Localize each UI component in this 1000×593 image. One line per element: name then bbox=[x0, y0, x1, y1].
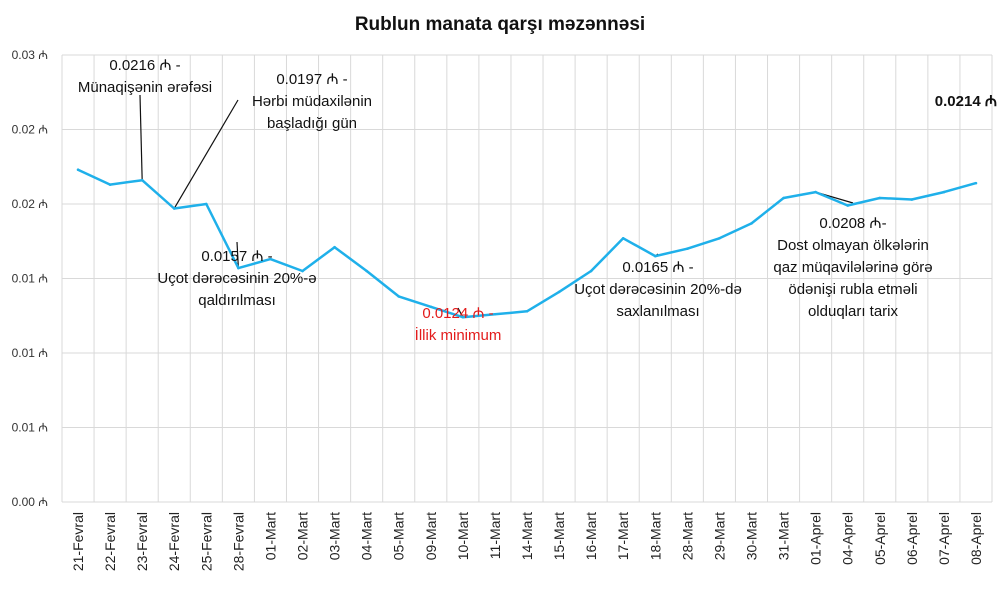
x-tick-label: 01-Aprel bbox=[808, 512, 824, 565]
data-point bbox=[76, 168, 80, 172]
data-point bbox=[878, 196, 882, 200]
x-tick-label: 25-Fevral bbox=[198, 512, 214, 571]
data-point bbox=[589, 269, 593, 273]
annotation-text: 0.0208 ₼- bbox=[819, 215, 886, 232]
data-point bbox=[461, 315, 465, 319]
x-tick-label: 04-Mart bbox=[359, 512, 375, 560]
x-tick-label: 11-Mart bbox=[487, 512, 503, 559]
x-tick-label: 31-Mart bbox=[776, 512, 792, 560]
annotation-leader bbox=[139, 94, 143, 181]
x-tick-label: 28-Mart bbox=[679, 512, 695, 560]
y-tick-label: 0.00 ₼ bbox=[12, 495, 48, 509]
x-tick-label: 14-Mart bbox=[519, 512, 535, 560]
series-group bbox=[76, 168, 978, 319]
annotation-leader bbox=[236, 241, 239, 269]
x-tick-label: 04-Aprel bbox=[840, 512, 856, 565]
x-tick-label: 09-Mart bbox=[423, 512, 439, 560]
x-tick-label: 08-Aprel bbox=[968, 512, 984, 565]
data-point bbox=[621, 236, 625, 240]
x-tick-label: 24-Fevral bbox=[166, 512, 182, 571]
annotation-text: İllik minimum bbox=[415, 326, 502, 344]
data-point bbox=[333, 245, 336, 249]
y-tick-label: 0.02 ₼ bbox=[12, 197, 48, 211]
data-point bbox=[782, 196, 785, 200]
y-axis-tick-labels: 0.00 ₼ 0.01 ₼ 0.01 ₼ 0.01 ₼ 0.02 ₼ 0.02 ₼ 0.03… bbox=[12, 48, 48, 509]
annotations: 0.0216 ₼ - Münaqişənin ərəfəsi 0.0197 ₼ - H… bbox=[78, 57, 997, 344]
x-tick-label: 17-Mart bbox=[615, 512, 631, 560]
data-point bbox=[846, 204, 849, 207]
data-point bbox=[910, 198, 914, 201]
y-tick-label: 0.02 ₼ bbox=[12, 123, 48, 137]
data-point bbox=[718, 236, 721, 240]
data-point bbox=[205, 202, 208, 206]
x-tick-label: 15-Mart bbox=[551, 512, 567, 560]
annotation-text: Münaqişənin ərəfəsi bbox=[78, 79, 212, 96]
annotation-text: başladığı gün bbox=[267, 115, 357, 132]
x-tick-label: 10-Mart bbox=[455, 512, 471, 560]
annotation-text: ödənişi rubla etməli bbox=[788, 281, 917, 298]
data-point bbox=[269, 257, 272, 261]
annotation-text: Dost olmayan ölkələrin bbox=[777, 237, 929, 254]
annotation-text: Uçot dərəcəsinin 20%-ə bbox=[157, 270, 316, 287]
chart-title: Rublun manata qarşı məzənnəsi bbox=[355, 14, 645, 35]
x-axis-tick-labels: 21-Fevral 22-Fevral 23-Fevral 24-Fevral 25-F… bbox=[70, 512, 984, 571]
x-tick-label: 06-Aprel bbox=[904, 512, 920, 565]
annotation-text: qaldırılması bbox=[198, 292, 276, 309]
data-point bbox=[237, 266, 240, 270]
annotation-text: olduqları tarix bbox=[808, 303, 899, 320]
x-tick-label: 01-Mart bbox=[262, 512, 278, 560]
annotation-text: 0.0165 ₼ - bbox=[622, 259, 693, 276]
x-tick-label: 29-Mart bbox=[711, 512, 727, 560]
data-point bbox=[397, 295, 401, 298]
x-tick-label: 23-Fevral bbox=[134, 512, 150, 571]
x-tick-label: 18-Mart bbox=[647, 512, 663, 560]
x-tick-label: 03-Mart bbox=[327, 512, 343, 560]
data-point bbox=[493, 312, 497, 316]
data-point bbox=[653, 254, 657, 258]
x-tick-label: 05-Mart bbox=[391, 512, 407, 560]
data-point bbox=[557, 290, 561, 294]
x-tick-label: 02-Mart bbox=[295, 512, 311, 560]
annotation-text: 0.0124 ₼ - bbox=[422, 305, 493, 322]
data-point bbox=[108, 183, 112, 186]
x-tick-label: 05-Aprel bbox=[872, 512, 888, 565]
x-tick-label: 30-Mart bbox=[743, 512, 759, 560]
gridlines bbox=[61, 54, 993, 503]
annotation-text: Hərbi müdaxilənin bbox=[252, 93, 372, 110]
data-point bbox=[172, 207, 176, 210]
data-point bbox=[365, 269, 368, 273]
data-point bbox=[686, 247, 689, 250]
data-point bbox=[974, 181, 978, 185]
annotation-text: saxlanılması bbox=[616, 303, 699, 320]
data-point bbox=[525, 309, 529, 313]
x-tick-label: 16-Mart bbox=[583, 512, 599, 560]
data-point bbox=[429, 305, 433, 309]
annotation-text: 0.0214 ₼ bbox=[935, 93, 997, 110]
annotation-text: Uçot dərəcəsinin 20%-də bbox=[574, 281, 742, 298]
annotation-leader bbox=[173, 99, 239, 209]
x-tick-label: 21-Fevral bbox=[70, 512, 86, 571]
y-tick-label: 0.01 ₼ bbox=[12, 421, 48, 435]
y-tick-label: 0.01 ₼ bbox=[12, 272, 48, 286]
data-point bbox=[942, 190, 946, 194]
data-point bbox=[140, 178, 144, 182]
annotation-text: qaz müqavilələrinə görə bbox=[773, 259, 932, 276]
annotation-text: 0.0216 ₼ - bbox=[109, 57, 180, 74]
x-tick-label: 22-Fevral bbox=[102, 512, 118, 571]
annotation-text: 0.0197 ₼ - bbox=[276, 71, 347, 88]
annotation-text: 0.0157 ₼ - bbox=[201, 248, 272, 265]
x-tick-label: 07-Aprel bbox=[936, 512, 952, 565]
data-point bbox=[301, 269, 304, 273]
data-point bbox=[814, 190, 817, 194]
y-tick-label: 0.03 ₼ bbox=[12, 48, 48, 62]
x-tick-label: 28-Fevral bbox=[230, 512, 246, 571]
data-point bbox=[750, 222, 753, 225]
y-tick-label: 0.01 ₼ bbox=[12, 346, 48, 360]
